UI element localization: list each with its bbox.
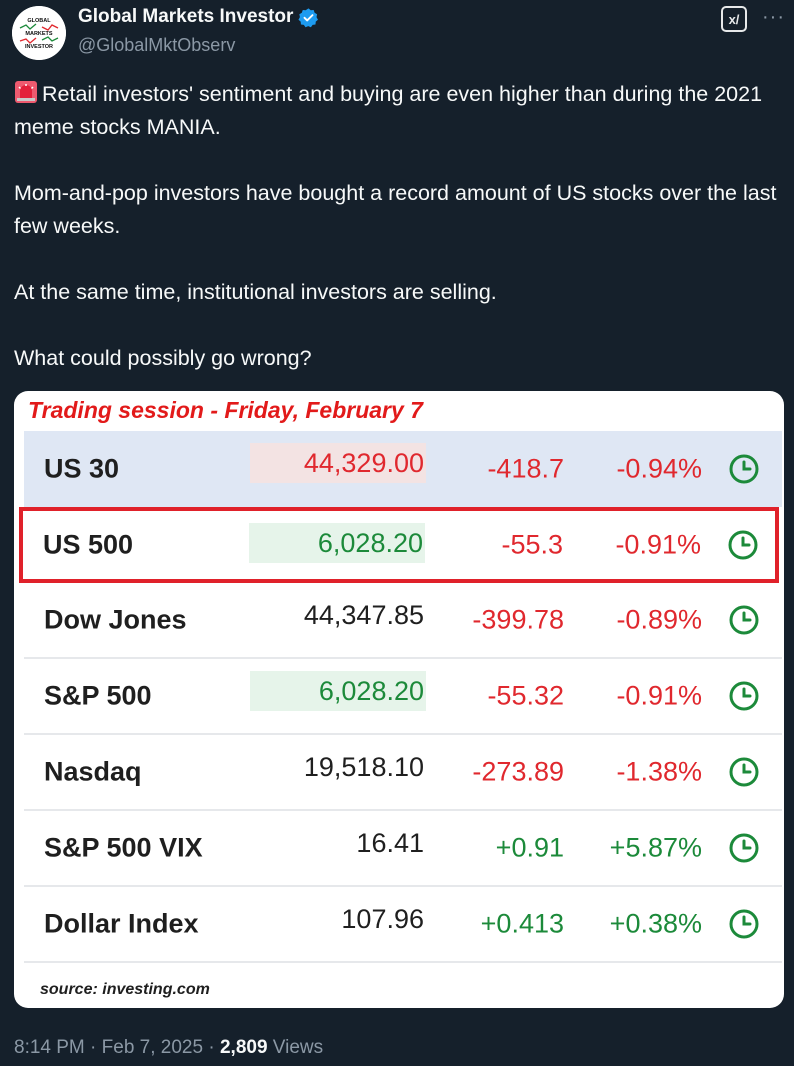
more-options-button[interactable]: ··· xyxy=(762,6,785,28)
index-percent: -0.94% xyxy=(616,453,702,484)
separator: · xyxy=(208,1037,215,1058)
index-price: 44,329.00 xyxy=(250,443,426,483)
separator: · xyxy=(90,1037,97,1058)
paragraph-1: Retail investors' sentiment and buying a… xyxy=(14,78,786,144)
svg-text:INVESTOR: INVESTOR xyxy=(25,44,53,50)
index-name: US 30 xyxy=(44,453,120,484)
index-change: +0.91 xyxy=(495,832,564,863)
post-date[interactable]: Feb 7, 2025 xyxy=(101,1037,204,1058)
table-row: Dollar Index 107.96 +0.413 +0.38% xyxy=(24,887,782,963)
verified-badge-icon xyxy=(298,7,319,27)
clock-icon xyxy=(729,605,759,635)
source-caption: source: investing.com xyxy=(40,981,210,998)
index-price: 44,347.85 xyxy=(303,600,424,630)
svg-text:GLOBAL: GLOBAL xyxy=(27,18,51,24)
post-time[interactable]: 8:14 PM xyxy=(14,1037,85,1058)
clock-icon xyxy=(729,454,759,484)
index-change: +0.413 xyxy=(480,908,564,939)
index-price: 6,028.20 xyxy=(250,671,426,711)
table-row-highlighted: US 500 6,028.20 -55.3 -0.91% xyxy=(19,507,779,583)
table-row: S&P 500 6,028.20 -55.32 -0.91% xyxy=(24,659,782,735)
index-percent: +5.87% xyxy=(609,832,702,863)
author-name-row: Global Markets Investor xyxy=(78,6,319,28)
index-name: S&P 500 VIX xyxy=(44,832,203,863)
paragraph-3: At the same time, institutional investor… xyxy=(14,280,497,304)
clock-icon xyxy=(728,530,758,560)
tweet-text: Retail investors' sentiment and buying a… xyxy=(14,78,786,375)
table-row: US 30 44,329.00 -418.7 -0.94% xyxy=(24,431,782,507)
index-name: Dollar Index xyxy=(44,908,199,939)
views-count: 2,809 xyxy=(219,1037,268,1058)
index-percent: -0.91% xyxy=(615,529,701,560)
grok-button[interactable]: x/ xyxy=(721,6,747,32)
clock-icon xyxy=(729,833,759,863)
views-label: Views xyxy=(272,1037,324,1058)
index-percent: -0.89% xyxy=(616,604,702,635)
table-row: S&P 500 VIX 16.41 +0.91 +5.87% xyxy=(24,811,782,887)
paragraph-4: What could possibly go wrong? xyxy=(14,346,312,370)
card-title: Trading session - Friday, February 7 xyxy=(28,397,423,423)
index-price: 6,028.20 xyxy=(249,523,425,563)
paragraph-2: Mom-and-pop investors have bought a reco… xyxy=(14,181,777,238)
table-row: Nasdaq 19,518.10 -273.89 -1.38% xyxy=(24,735,782,811)
index-change: -55.3 xyxy=(501,529,563,560)
index-percent: -1.38% xyxy=(616,756,702,787)
paragraph-1-text: Retail investors' sentiment and buying a… xyxy=(14,82,763,139)
index-change: -273.89 xyxy=(472,756,564,787)
table-row: Dow Jones 44,347.85 -399.78 -0.89% xyxy=(24,583,782,659)
index-name: Dow Jones xyxy=(44,604,187,635)
clock-icon xyxy=(729,681,759,711)
display-name[interactable]: Global Markets Investor xyxy=(78,6,294,27)
index-change: -418.7 xyxy=(487,453,564,484)
index-name: US 500 xyxy=(43,529,134,560)
clock-icon xyxy=(729,909,759,939)
handle[interactable]: @GlobalMktObserv xyxy=(78,35,236,55)
index-price: 107.96 xyxy=(341,904,424,934)
index-percent: +0.38% xyxy=(609,908,702,939)
svg-text:MARKETS: MARKETS xyxy=(25,31,53,37)
post-metadata: 8:14 PM · Feb 7, 2025 · 2,809 Views xyxy=(14,1037,323,1059)
index-name: Nasdaq xyxy=(44,756,142,787)
index-name: S&P 500 xyxy=(44,680,152,711)
index-change: -55.32 xyxy=(487,680,564,711)
siren-icon xyxy=(15,81,37,103)
index-percent: -0.91% xyxy=(616,680,702,711)
avatar-logo-icon: GLOBAL MARKETS INVESTOR xyxy=(12,6,66,60)
index-change: -399.78 xyxy=(472,604,564,635)
clock-icon xyxy=(729,757,759,787)
market-table: US 30 44,329.00 -418.7 -0.94% US 500 6,0… xyxy=(19,431,782,963)
index-price: 16.41 xyxy=(356,828,424,858)
avatar[interactable]: GLOBAL MARKETS INVESTOR xyxy=(12,6,66,60)
attached-image[interactable]: Trading session - Friday, February 7 US … xyxy=(14,391,784,1008)
index-price: 19,518.10 xyxy=(303,752,424,782)
grok-icon: x/ xyxy=(728,11,740,27)
